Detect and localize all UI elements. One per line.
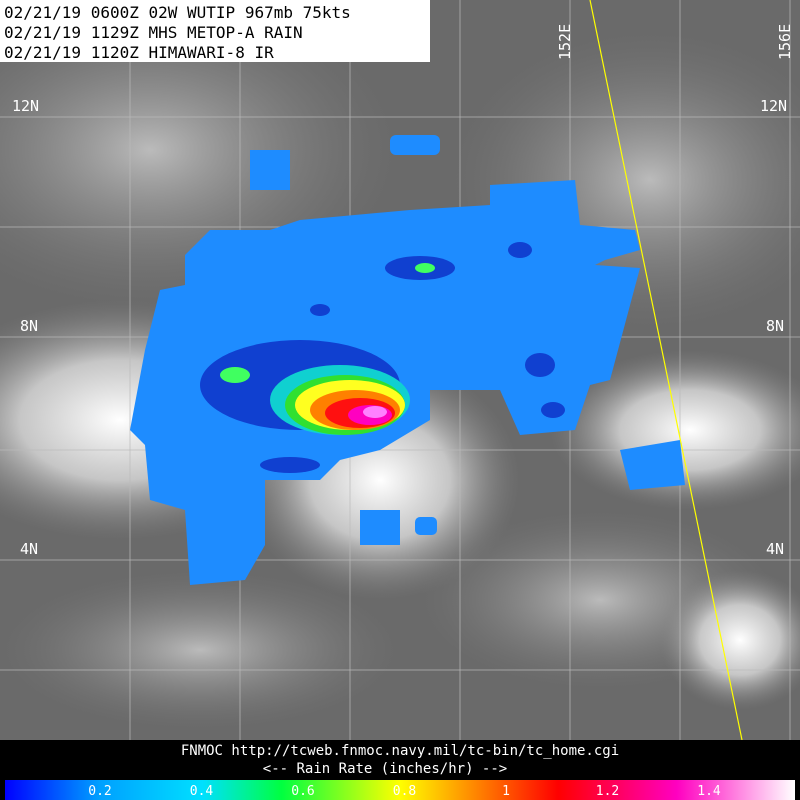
colorbar-tick-label: 0.4 <box>190 784 214 799</box>
lat-label: 4N <box>20 540 38 558</box>
lon-label: 152E <box>556 24 574 60</box>
footer-source: FNMOC http://tcweb.fnmoc.navy.mil/tc-bin… <box>181 743 619 759</box>
header-line: 02/21/19 1120Z HIMAWARI-8 IR <box>4 43 274 62</box>
lat-label: 8N <box>766 317 784 335</box>
colorbar-tick-label: 1.4 <box>697 784 721 799</box>
header-line: 02/21/19 1129Z MHS METOP-A RAIN <box>4 23 303 42</box>
rain-field <box>130 135 685 585</box>
lon-label: 156E <box>776 24 794 60</box>
colorbar-ticks: 0.2 0.4 0.6 0.8 1 1.2 1.4 <box>88 784 721 799</box>
colorbar-tick-label: 0.8 <box>393 784 416 799</box>
header-line: 02/21/19 0600Z 02W WUTIP 967mb 75kts <box>4 3 351 22</box>
colorbar-tick-label: 0.6 <box>291 784 314 799</box>
lat-label: 12N <box>760 97 787 115</box>
lat-label: 12N <box>12 97 39 115</box>
lat-label: 8N <box>20 317 38 335</box>
header-box <box>0 0 430 62</box>
colorbar-tick-label: 1 <box>502 784 510 799</box>
swath-edge <box>589 0 743 741</box>
colorbar-tick-label: 1.2 <box>596 784 619 799</box>
legend-title: <-- Rain Rate (inches/hr) --> <box>263 761 507 777</box>
colorbar <box>5 780 795 800</box>
colorbar-tick-label: 0.2 <box>88 784 111 799</box>
lat-label: 4N <box>766 540 784 558</box>
